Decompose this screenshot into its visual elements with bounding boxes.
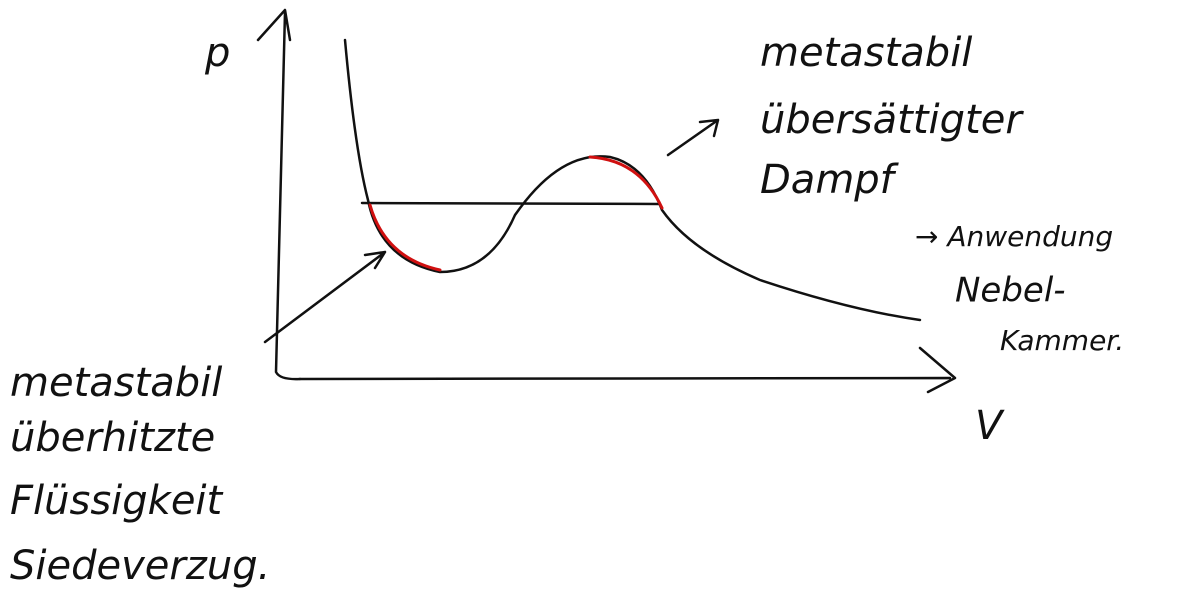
annotation-line: metastabil — [760, 30, 972, 76]
x-axis — [298, 346, 957, 394]
isotherm-curve — [343, 38, 922, 322]
annotation-line: Kammer. — [1000, 324, 1124, 357]
maxwell-line — [360, 201, 662, 206]
annotation-line: Nebel- — [955, 271, 1066, 311]
annotation-line: überhitzte — [10, 415, 215, 461]
vapor-arrow — [666, 118, 720, 157]
annotation-line: Flüssigkeit — [10, 478, 224, 524]
metastable-vapor-segment — [588, 155, 664, 210]
liquid-arrow — [263, 250, 387, 344]
annotation-line: Siedeverzug. — [10, 543, 270, 589]
x-axis-label: V — [975, 403, 1005, 449]
y-axis — [256, 8, 302, 381]
y-axis-label: p — [204, 30, 230, 76]
annotation-line: Dampf — [760, 157, 900, 203]
annotation-line: übersättigter — [760, 97, 1024, 143]
annotation-line: → Anwendung — [915, 220, 1113, 253]
annotation-line: metastabil — [10, 360, 222, 406]
metastable-liquid-segment — [368, 203, 442, 272]
